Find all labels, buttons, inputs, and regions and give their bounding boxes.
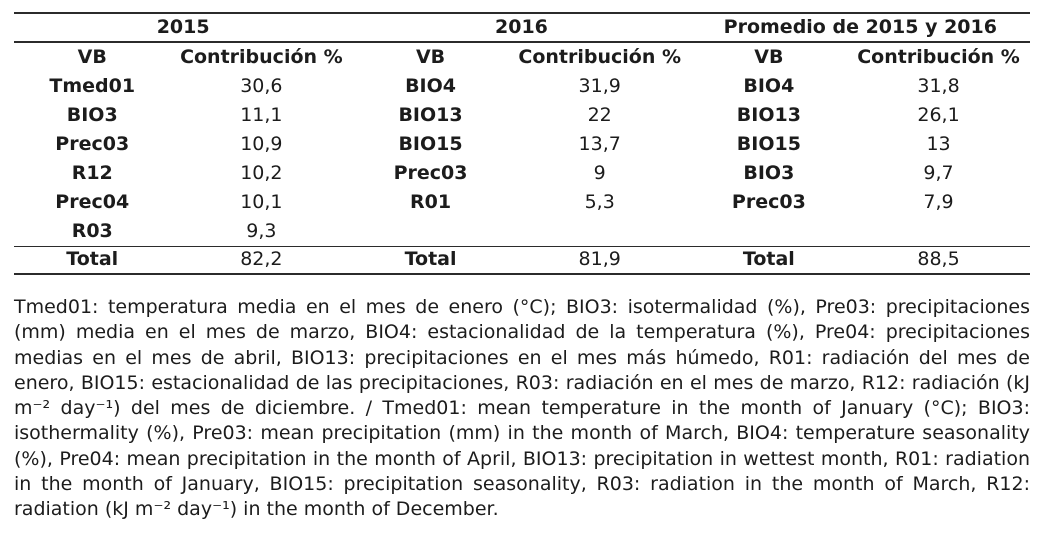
value-cell: 9,7 [923,162,954,185]
column-header-row: VB Contribución % VB Contribución % VB C… [14,42,1030,72]
vb-cell: Prec03 [55,133,130,156]
vb-column-header: VB [415,46,446,69]
total-label: Total [352,245,509,275]
vb-cell: BIO13 [398,104,463,127]
total-row: Total 82,2 Total 81,9 Total 88,5 [14,245,1030,275]
vb-cell: R03 [71,219,113,242]
vb-cell: BIO13 [736,104,801,127]
value-cell: 13,7 [578,133,621,156]
vb-cell: BIO3 [66,104,118,127]
contribution-column-header: Contribución % [518,46,681,69]
year-header-row: 2015 2016 Promedio de 2015 y 2016 [14,12,1030,43]
vb-cell: BIO4 [743,75,795,98]
vb-cell: Prec03 [393,162,468,185]
value-cell: 10,2 [240,162,283,185]
total-label: Total [14,245,171,275]
vb-cell: BIO15 [736,133,801,156]
table-row: R03 9,3 [14,217,1030,246]
value-cell: 22 [587,104,612,127]
total-value-promedio: 88,5 [847,245,1030,275]
contribution-column-header: Contribución % [180,46,343,69]
value-cell: 9 [593,162,606,185]
vb-cell [352,217,508,246]
value-cell: 31,9 [578,75,621,98]
vb-cell [691,217,847,246]
table-row: Prec03 10,9 BIO15 13,7 BIO15 13 [14,130,1030,159]
table-row: BIO3 11,1 BIO13 22 BIO13 26,1 [14,101,1030,130]
total-value-2015: 82,2 [170,245,353,275]
table-row: R12 10,2 Prec03 9 BIO3 9,7 [14,159,1030,188]
vb-column-header: VB [77,46,107,69]
table-row: Tmed01 30,6 BIO4 31,9 BIO4 31,8 [14,72,1030,101]
value-cell [847,217,1030,246]
vb-cell: BIO4 [405,75,456,98]
value-cell: 26,1 [917,104,960,127]
vb-column-header: VB [754,46,784,69]
value-cell: 11,1 [240,104,283,127]
table-row: Prec04 10,1 R01 5,3 Prec03 7,9 [14,188,1030,217]
vb-cell: Prec03 [731,191,806,214]
value-cell: 9,3 [246,219,277,242]
total-value-2016: 81,9 [508,245,691,275]
value-cell: 31,8 [917,75,960,98]
year-header-2016: 2016 [352,12,691,43]
value-cell: 7,9 [923,191,954,214]
vb-cell: Prec04 [55,191,130,214]
value-cell: 30,6 [240,75,283,98]
value-cell: 10,9 [240,133,283,156]
year-header-promedio: Promedio de 2015 y 2016 [690,12,1030,43]
contribution-table: 2015 2016 Promedio de 2015 y 2016 VB Con… [14,12,1030,275]
value-cell: 5,3 [584,191,615,214]
value-cell [509,217,691,246]
vb-cell: BIO3 [743,162,795,185]
vb-cell: R12 [71,162,113,185]
contribution-column-header: Contribución % [857,46,1020,69]
total-label: Total [690,245,848,275]
vb-cell: Tmed01 [49,75,136,98]
value-cell: 10,1 [240,191,283,214]
table-caption: Tmed01: temperatura media en el mes de e… [14,296,1030,521]
value-cell: 13 [926,133,951,156]
year-header-2015: 2015 [14,12,353,43]
vb-cell: BIO15 [398,133,463,156]
vb-cell: R01 [410,191,452,214]
page: 2015 2016 Promedio de 2015 y 2016 VB Con… [14,12,1030,521]
